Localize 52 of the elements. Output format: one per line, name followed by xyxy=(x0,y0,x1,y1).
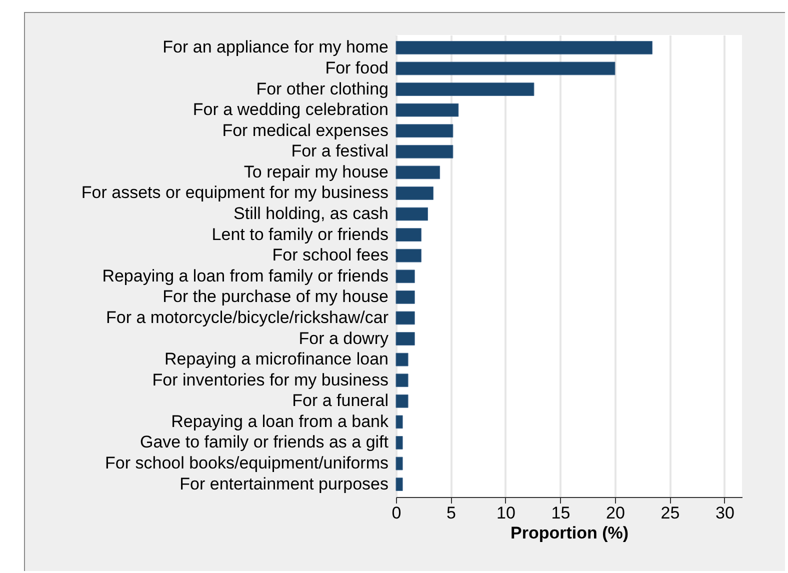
y-tick-label: For school books/equipment/uniforms xyxy=(105,454,388,473)
bar xyxy=(396,228,422,242)
bar xyxy=(396,436,403,450)
y-tick-label: For a festival xyxy=(291,142,388,161)
x-tick-label: 30 xyxy=(716,504,734,522)
y-tick-label: Repaying a microfinance loan xyxy=(164,350,388,369)
bar xyxy=(396,103,459,117)
bar xyxy=(396,415,403,429)
x-tick-label: 0 xyxy=(392,504,402,522)
x-tick-label: 20 xyxy=(606,504,625,522)
bar xyxy=(396,374,408,388)
y-tick-label: For a wedding celebration xyxy=(192,100,388,120)
bar xyxy=(396,456,403,470)
y-tick-label: For a funeral xyxy=(292,391,388,410)
y-tick-label: For medical expenses xyxy=(222,120,388,140)
y-tick-label: Lent to family or friends xyxy=(212,224,388,244)
bar xyxy=(396,352,408,366)
bar xyxy=(396,290,415,304)
x-tick-label: 25 xyxy=(660,504,680,522)
bar xyxy=(396,62,616,76)
y-tick-label: For a motorcycle/bicycle/rickshaw/car xyxy=(106,308,389,327)
y-tick-label: Repaying a loan from family or friends xyxy=(102,266,388,286)
y-tick-label: For school fees xyxy=(272,246,388,265)
y-tick-label: For assets or equipment for my business xyxy=(81,183,388,202)
y-tick-label: To repair my house xyxy=(244,162,388,182)
bar xyxy=(396,82,534,96)
y-tick-label: For food xyxy=(325,58,388,78)
y-tick-label: For a dowry xyxy=(298,328,389,348)
bar xyxy=(396,394,408,408)
x-tick-label: 5 xyxy=(446,504,456,522)
y-tick-label: Gave to family or friends as a gift xyxy=(140,432,389,452)
y-tick-label: For other clothing xyxy=(256,79,388,98)
y-tick-label: For entertainment purposes xyxy=(180,474,388,494)
y-tick-label: For inventories for my business xyxy=(152,370,388,390)
y-tick-label: For an appliance for my home xyxy=(162,38,388,57)
x-tick-label: 10 xyxy=(496,504,516,522)
bar xyxy=(396,248,422,262)
bar xyxy=(396,144,454,158)
bar xyxy=(396,124,454,138)
y-tick-label: For the purchase of my house xyxy=(162,287,388,306)
y-tick-label: Repaying a loan from a bank xyxy=(171,412,389,431)
bar xyxy=(396,166,440,180)
x-tick-label: 15 xyxy=(551,504,570,522)
bar xyxy=(396,478,403,492)
bar xyxy=(396,207,428,221)
bar xyxy=(396,186,434,200)
x-axis-title: Proportion (%) xyxy=(510,524,629,542)
bar xyxy=(396,311,415,325)
bar xyxy=(396,40,652,54)
y-tick-label: Still holding, as cash xyxy=(234,204,388,224)
bar xyxy=(396,270,415,284)
bar xyxy=(396,332,415,346)
